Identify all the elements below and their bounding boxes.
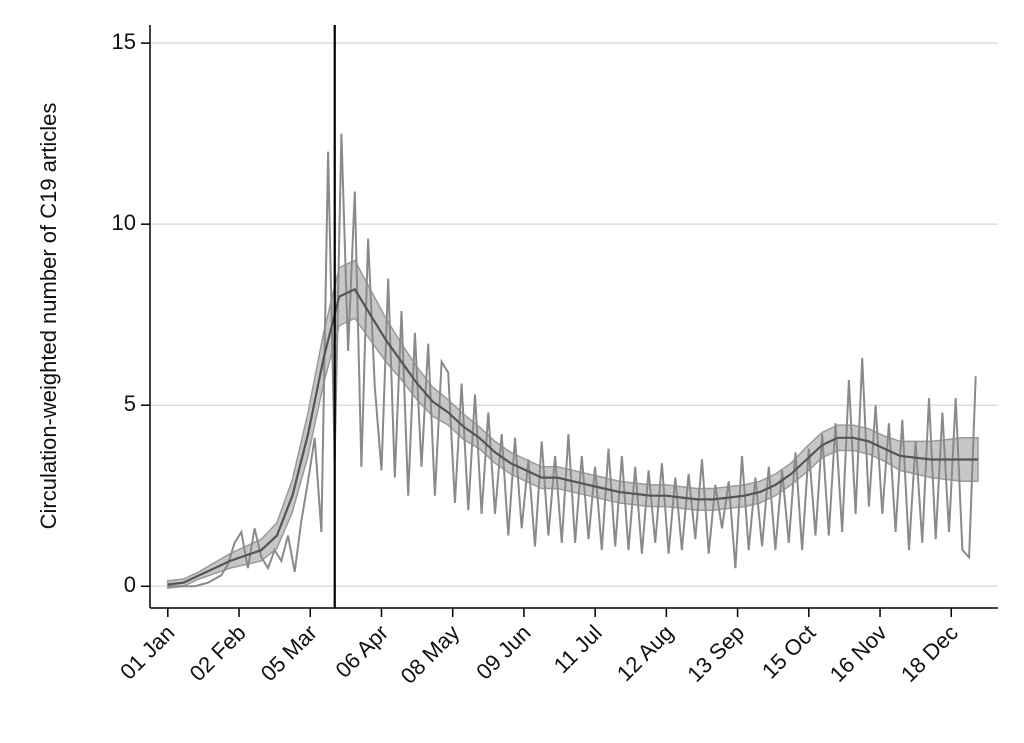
x-tick-label: 18 Dec bbox=[896, 620, 963, 687]
x-tick-label: 09 Jun bbox=[471, 620, 535, 684]
y-axis-label: Circulation-weighted number of C19 artic… bbox=[36, 103, 61, 530]
x-tick-label: 11 Jul bbox=[549, 620, 607, 678]
y-tick-label: 15 bbox=[112, 29, 136, 54]
x-tick-label: 05 Mar bbox=[256, 620, 322, 686]
y-tick-label: 10 bbox=[112, 210, 136, 235]
data-line bbox=[167, 287, 978, 586]
x-tick-label: 12 Aug bbox=[612, 620, 678, 686]
x-tick-label: 15 Oct bbox=[757, 620, 821, 684]
y-tick-label: 0 bbox=[124, 572, 136, 597]
x-tick-label: 06 Apr bbox=[330, 620, 393, 683]
x-tick-label: 01 Jan bbox=[115, 620, 179, 684]
x-tick-label: 16 Nov bbox=[825, 620, 892, 687]
x-tick-label: 13 Sep bbox=[682, 620, 749, 687]
x-tick-label: 02 Feb bbox=[185, 620, 251, 686]
y-tick-label: 5 bbox=[124, 391, 136, 416]
x-tick-label: 08 May bbox=[396, 620, 465, 689]
data-line bbox=[167, 133, 977, 588]
